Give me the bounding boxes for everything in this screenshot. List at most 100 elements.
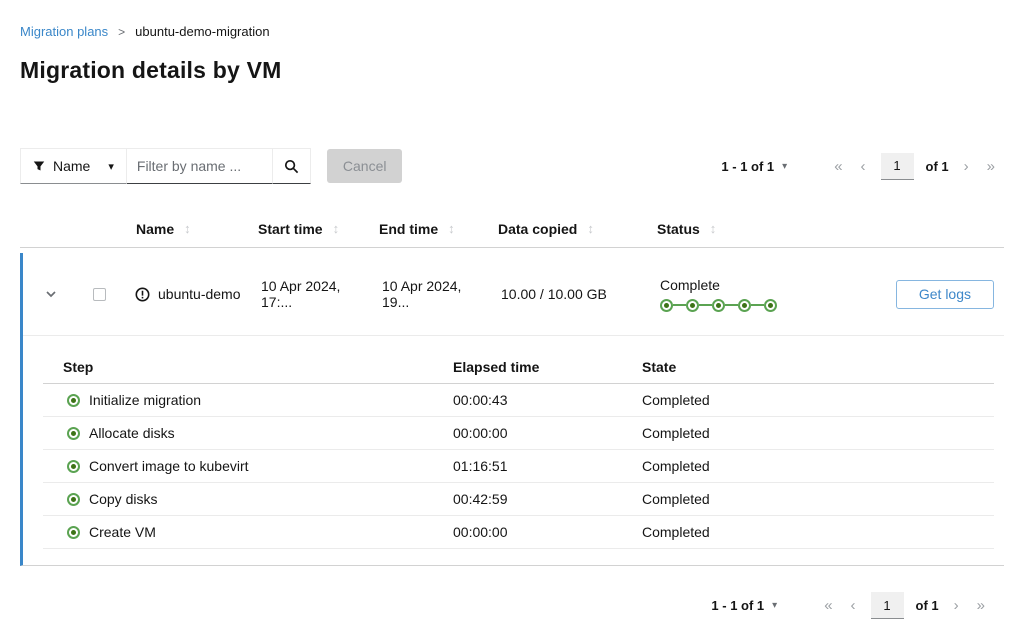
search-icon <box>284 159 299 174</box>
next-page-button[interactable]: › <box>945 597 968 614</box>
progress-step-dot <box>738 298 751 312</box>
step-state: Completed <box>642 458 710 474</box>
pagination-top: 1 - 1 of 1 ▾ « ‹ of 1 › » <box>721 152 1004 180</box>
current-page-input[interactable] <box>870 592 904 619</box>
search-button[interactable] <box>272 148 311 184</box>
pagination-summary-dropdown[interactable]: 1 - 1 of 1 ▾ <box>721 159 787 174</box>
step-elapsed: 01:16:51 <box>453 458 508 474</box>
expanded-vm-row: ubuntu-demo 10 Apr 2024, 17:... 10 Apr 2… <box>20 253 1004 566</box>
progress-step-dot <box>764 298 777 312</box>
chevron-down-icon: ▾ <box>782 160 788 172</box>
chevron-down-icon: ▾ <box>108 160 114 173</box>
row-checkbox[interactable] <box>92 287 106 301</box>
breadcrumb-separator-icon: > <box>118 24 126 39</box>
pagination-summary-label: 1 - 1 of 1 <box>711 598 765 613</box>
step-row: Copy disks 00:42:59 Completed <box>43 483 994 516</box>
step-name: Allocate disks <box>89 425 175 441</box>
step-state: Completed <box>642 425 710 441</box>
step-state: Completed <box>642 392 710 408</box>
page-title: Migration details by VM <box>20 57 282 83</box>
column-header-step: Step <box>63 358 94 375</box>
column-header-elapsed-time: Elapsed time <box>453 358 540 375</box>
current-page-input[interactable] <box>880 152 914 180</box>
breadcrumb-current: ubuntu-demo-migration <box>135 24 270 39</box>
page-count-label: of 1 <box>915 598 939 613</box>
breadcrumb: Migration plans > ubuntu-demo-migration <box>20 24 1004 39</box>
success-status-icon <box>67 393 80 407</box>
step-state: Completed <box>642 524 710 540</box>
step-elapsed: 00:00:43 <box>453 392 508 408</box>
steps-table-header: Step Elapsed time State <box>43 350 994 384</box>
page-count-label: of 1 <box>925 158 949 174</box>
column-header-end-time[interactable]: End time ↕ <box>379 220 455 237</box>
first-page-button[interactable]: « <box>815 597 841 614</box>
breadcrumb-migration-plans-link[interactable]: Migration plans <box>20 24 109 39</box>
row-expand-toggle[interactable] <box>39 282 63 306</box>
column-header-status[interactable]: Status ↕ <box>657 220 717 237</box>
step-row: Convert image to kubevirt 01:16:51 Compl… <box>43 450 994 483</box>
first-page-button[interactable]: « <box>825 158 851 175</box>
info-circle-icon[interactable] <box>135 287 150 302</box>
step-elapsed: 00:00:00 <box>453 425 508 441</box>
success-status-icon <box>67 459 80 473</box>
column-header-state: State <box>642 358 677 375</box>
step-name: Create VM <box>89 524 156 540</box>
step-row: Initialize migration 00:00:43 Completed <box>43 384 994 417</box>
vm-data-copied: 10.00 / 10.00 GB <box>501 286 607 302</box>
step-name: Initialize migration <box>89 392 202 408</box>
next-page-button[interactable]: › <box>955 158 978 175</box>
step-row: Create VM 00:00:00 Completed <box>43 516 994 549</box>
cancel-button[interactable]: Cancel <box>326 149 403 183</box>
step-elapsed: 00:00:00 <box>453 524 508 540</box>
last-page-button[interactable]: » <box>978 158 1004 175</box>
footer: 1 - 1 of 1 ▾ « ‹ of 1 › » <box>20 592 1004 619</box>
migration-steps-section: Step Elapsed time State Initialize migra… <box>23 336 1004 565</box>
sort-icon: ↕ <box>709 221 717 236</box>
previous-page-button[interactable]: ‹ <box>842 597 865 614</box>
sort-icon: ↕ <box>332 221 340 236</box>
pagination-summary-label: 1 - 1 of 1 <box>721 158 775 174</box>
vm-table: Name ↕ Start time ↕ End time ↕ Data copi… <box>20 210 1004 566</box>
step-row: Allocate disks 00:00:00 Completed <box>43 417 994 450</box>
sort-icon: ↕ <box>184 221 191 236</box>
pagination-bottom: 1 - 1 of 1 ▾ « ‹ of 1 › » <box>711 592 994 619</box>
table-row: ubuntu-demo 10 Apr 2024, 17:... 10 Apr 2… <box>23 253 1004 336</box>
chevron-down-icon <box>45 288 57 300</box>
step-name: Convert image to kubevirt <box>89 458 249 474</box>
toolbar: Name ▾ Cancel 1 - 1 of 1 ▾ « ‹ <box>20 148 1004 184</box>
vm-table-header: Name ↕ Start time ↕ End time ↕ Data copi… <box>20 210 1004 248</box>
progress-step-dot <box>712 298 725 312</box>
vm-start-time: 10 Apr 2024, 17:... <box>261 278 341 310</box>
previous-page-button[interactable]: ‹ <box>852 158 875 175</box>
step-state: Completed <box>642 491 710 507</box>
chevron-down-icon: ▾ <box>772 600 778 611</box>
sort-icon: ↕ <box>587 221 594 236</box>
filter-by-name-input[interactable] <box>126 148 273 184</box>
pagination-nav: « ‹ of 1 › » <box>825 152 1004 180</box>
vm-end-time: 10 Apr 2024, 19... <box>382 278 462 310</box>
success-status-icon <box>67 492 80 506</box>
migration-progress-stepper <box>660 298 880 312</box>
vm-status-cell: Complete <box>640 277 880 312</box>
status-label: Complete <box>660 276 720 293</box>
filter-category-dropdown[interactable]: Name ▾ <box>20 148 127 184</box>
vm-name: ubuntu-demo <box>158 286 241 302</box>
last-page-button[interactable]: » <box>968 597 994 614</box>
pagination-nav: « ‹ of 1 › » <box>815 592 994 619</box>
step-name: Copy disks <box>89 491 158 507</box>
column-header-start-time[interactable]: Start time ↕ <box>258 220 340 237</box>
success-status-icon <box>67 426 80 440</box>
progress-step-dot <box>686 298 699 312</box>
filter-funnel-icon <box>33 160 45 172</box>
pagination-summary-dropdown[interactable]: 1 - 1 of 1 ▾ <box>711 598 777 613</box>
filter-group: Name ▾ Cancel <box>20 148 403 184</box>
step-elapsed: 00:42:59 <box>453 491 508 507</box>
vm-name-cell: ubuntu-demo <box>119 286 241 302</box>
column-header-name[interactable]: Name ↕ <box>136 220 191 237</box>
filter-category-label: Name <box>53 158 91 174</box>
success-status-icon <box>67 525 80 539</box>
column-header-data-copied[interactable]: Data copied ↕ <box>498 220 594 237</box>
sort-icon: ↕ <box>448 221 455 236</box>
get-logs-button[interactable]: Get logs <box>895 279 994 309</box>
